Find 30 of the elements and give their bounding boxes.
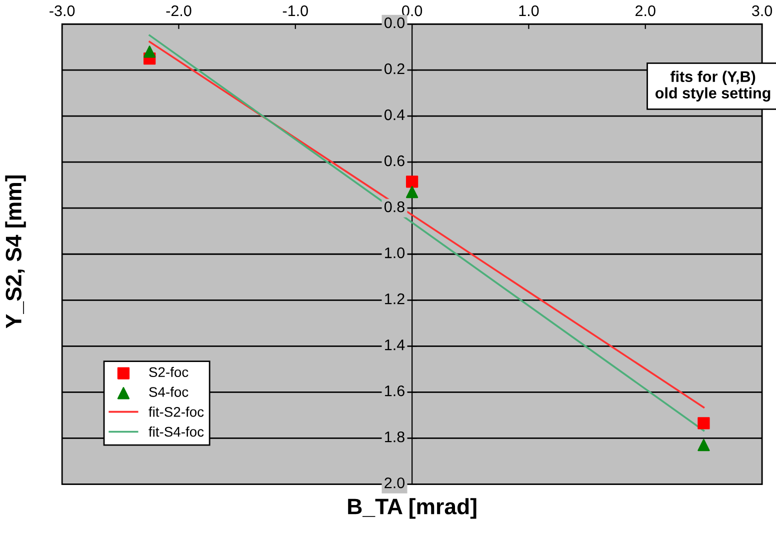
y-tick-label: 1.2 (385, 293, 404, 304)
x-tick-label: -3.0 (50, 5, 75, 16)
y-axis-title: Y_S2, S4 [mm] (5, 176, 26, 328)
x-tick-label: 1.0 (519, 5, 539, 16)
annotation: fits for (Y,B) old style setting (655, 70, 770, 102)
legend-label: S2-foc (149, 366, 188, 378)
y-tick-label: 0.0 (384, 17, 405, 28)
x-axis-title: B_TA [mrad] (348, 498, 476, 519)
point (144, 46, 156, 58)
y-tick-label: 0.2 (384, 63, 404, 74)
point (698, 417, 710, 430)
point (406, 186, 418, 198)
x-tick-label: 2.0 (636, 5, 656, 16)
y-tick-label: 2.0 (384, 477, 405, 488)
legend-label: fit-S4-foc (148, 426, 204, 437)
x-tick-label: 0.0 (402, 5, 422, 16)
y-tick-label: 1.6 (385, 385, 404, 396)
x-tick-label: -2.0 (166, 5, 192, 16)
y-tick-label: 0.4 (384, 109, 405, 120)
legend-label: fit-S2-foc (148, 406, 204, 417)
x-tick-label: -1.0 (282, 5, 308, 16)
point (698, 438, 710, 452)
point (406, 176, 418, 188)
y-tick-label: 0.6 (384, 155, 404, 166)
y-tick-label: 0.8 (384, 201, 404, 212)
y-tick-label: 1.0 (385, 247, 405, 258)
x-tick-label: 3.0 (752, 5, 772, 16)
legend-label: S4-foc (149, 386, 188, 397)
y-tick-label: 1.8 (385, 431, 404, 442)
y-tick-label: 1.4 (385, 340, 405, 350)
